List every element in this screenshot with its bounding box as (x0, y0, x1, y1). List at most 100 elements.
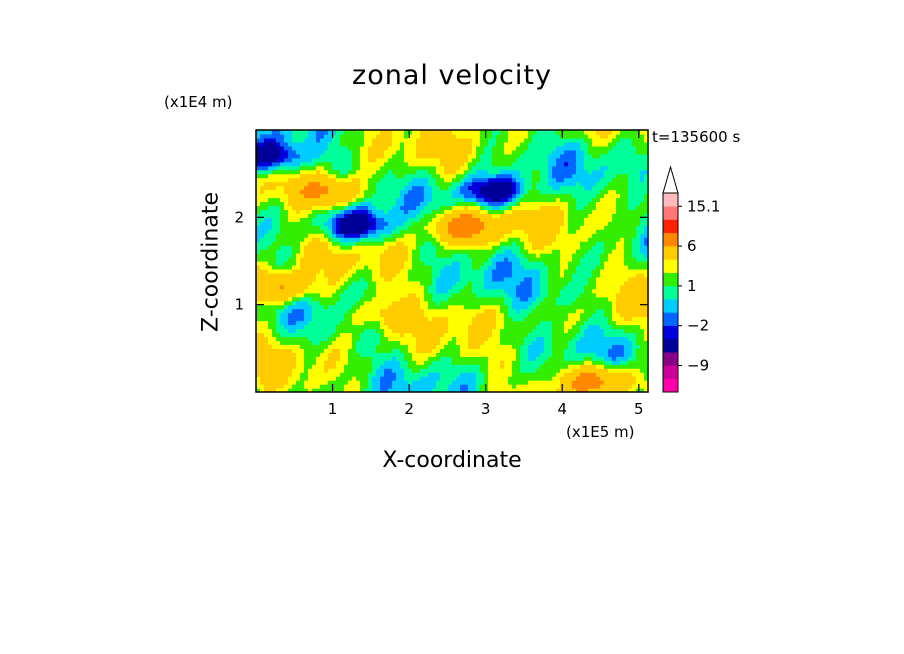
contour-cell (284, 249, 289, 254)
contour-cell (516, 340, 521, 345)
contour-cell (356, 364, 361, 369)
contour-cell (444, 352, 449, 357)
contour-cell (340, 384, 345, 389)
contour-cell (276, 312, 281, 318)
contour-cell (472, 189, 477, 195)
contour-cell (488, 340, 493, 345)
contour-cell (276, 217, 281, 222)
contour-cell (432, 213, 437, 218)
contour-cell (296, 133, 301, 139)
contour-cell (276, 130, 281, 135)
contour-cell (424, 257, 429, 262)
contour-cell (352, 249, 357, 254)
contour-cell (408, 372, 413, 377)
contour-cell (360, 352, 365, 357)
contour-cell (280, 328, 285, 334)
contour-cell (388, 336, 393, 341)
contour-cell (368, 173, 373, 179)
contour-cell (552, 388, 557, 392)
contour-cell (396, 185, 401, 191)
contour-cell (400, 177, 405, 183)
contour-cell (428, 292, 433, 298)
contour-cell (336, 360, 341, 365)
contour-cell (400, 217, 405, 222)
contour-cell (528, 205, 533, 210)
contour-cell (492, 368, 497, 373)
contour-cell (440, 225, 445, 230)
contour-cell (292, 344, 297, 349)
contour-cell (520, 376, 525, 381)
contour-cell (408, 241, 413, 246)
contour-cell (484, 324, 489, 330)
contour-cell (340, 213, 345, 218)
contour-cell (480, 312, 485, 318)
contour-cell (548, 157, 553, 163)
contour-cell (288, 133, 293, 139)
contour-cell (460, 352, 465, 357)
contour-cell (440, 320, 445, 326)
contour-cell (368, 205, 373, 210)
contour-cell (388, 205, 393, 210)
contour-cell (524, 233, 529, 238)
contour-cell (328, 181, 333, 187)
contour-cell (464, 292, 469, 298)
contour-cell (288, 193, 293, 199)
contour-cell (324, 324, 329, 330)
contour-cell (536, 177, 541, 183)
contour-cell (264, 324, 269, 330)
contour-cell (380, 177, 385, 183)
contour-cell (388, 388, 393, 392)
contour-cell (336, 189, 341, 195)
contour-cell (420, 380, 425, 385)
contour-cell (424, 213, 429, 218)
contour-cell (272, 173, 277, 179)
contour-cell (436, 320, 441, 326)
contour-cell (448, 249, 453, 254)
contour-cell (444, 372, 449, 377)
contour-cell (424, 292, 429, 298)
contour-cell (284, 304, 289, 310)
contour-cell (552, 137, 557, 143)
contour-cell (444, 233, 449, 238)
contour-cell (520, 388, 525, 392)
contour-cell (348, 312, 353, 318)
contour-cell (256, 209, 261, 214)
contour-cell (320, 356, 325, 361)
contour-cell (508, 213, 513, 218)
contour-cell (464, 197, 469, 203)
contour-cell (492, 173, 497, 179)
contour-cell (260, 320, 265, 326)
contour-cell (476, 157, 481, 163)
contour-cell (412, 209, 417, 214)
contour-cell (376, 308, 381, 314)
contour-cell (404, 280, 409, 286)
contour-cell (288, 336, 293, 341)
contour-cell (268, 165, 273, 171)
contour-cell (384, 157, 389, 163)
contour-cell (512, 360, 517, 365)
contour-cell (444, 181, 449, 187)
contour-cell (372, 360, 377, 365)
contour-cell (428, 272, 433, 278)
contour-cell (544, 213, 549, 218)
contour-cell (520, 268, 525, 274)
contour-cell (536, 153, 541, 159)
contour-cell (488, 316, 493, 322)
contour-cell (476, 264, 481, 270)
contour-cell (328, 364, 333, 369)
contour-cell (476, 344, 481, 349)
contour-cell (336, 280, 341, 286)
contour-cell (344, 165, 349, 171)
contour-cell (388, 209, 393, 214)
contour-cell (472, 284, 477, 290)
contour-cell (544, 364, 549, 369)
contour-cell (532, 201, 537, 207)
contour-cell (536, 145, 541, 151)
contour-cell (380, 241, 385, 246)
contour-cell (304, 336, 309, 341)
contour-cell (448, 264, 453, 270)
contour-cell (300, 352, 305, 357)
contour-cell (400, 221, 405, 226)
contour-cell (456, 249, 461, 254)
contour-cell (440, 149, 445, 155)
